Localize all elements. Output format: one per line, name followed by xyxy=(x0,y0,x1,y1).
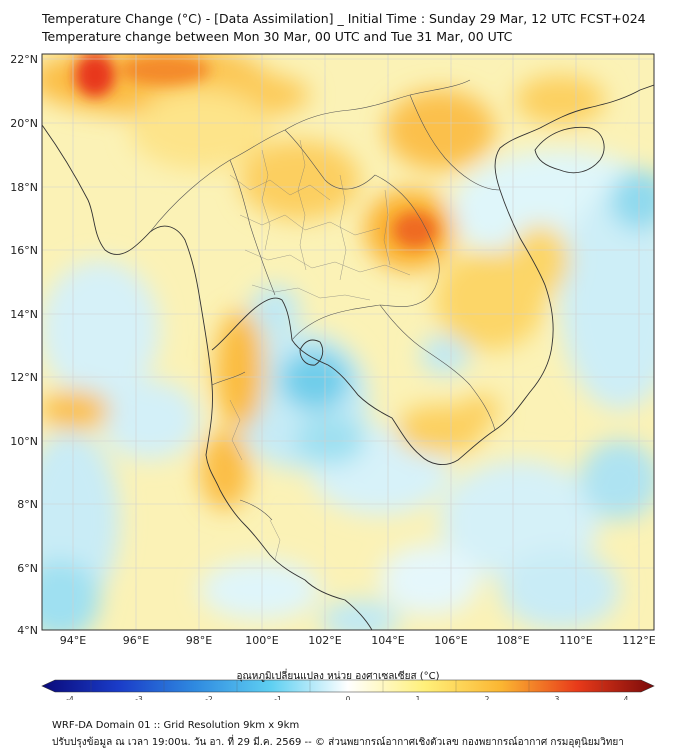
colorbar-tick: -3 xyxy=(135,695,143,700)
lon-tick-label: 100°E xyxy=(245,634,278,647)
lat-tick-label: 14°N xyxy=(10,308,38,321)
lon-tick-label: 96°E xyxy=(123,634,149,647)
footer-model-info: WRF-DA Domain 01 :: Grid Resolution 9km … xyxy=(52,720,300,731)
lon-tick-label: 102°E xyxy=(308,634,341,647)
lon-tick-label: 104°E xyxy=(371,634,404,647)
colorbar-tick: -4 xyxy=(66,695,74,700)
colorbar-tick: 3 xyxy=(555,695,560,700)
lon-tick-label: 106°E xyxy=(434,634,467,647)
colorbar-label: อุณหภูมิเปลี่ยนแปลง หน่วย องศาเซลเซียส (… xyxy=(236,671,440,682)
colorbar-tick: 2 xyxy=(485,695,490,700)
lon-axis: 94°E 96°E 98°E 100°E 102°E 104°E 106°E 1… xyxy=(60,634,656,647)
province-borders xyxy=(229,139,411,561)
lat-tick-label: 6°N xyxy=(17,562,38,575)
colorbar-tick: 0 xyxy=(346,695,351,700)
map-subtitle: Temperature change between Mon 30 Mar, 0… xyxy=(42,29,513,44)
lat-tick-label: 12°N xyxy=(10,371,38,384)
lat-tick-label: 22°N xyxy=(10,53,38,66)
lon-tick-label: 94°E xyxy=(60,634,86,647)
colorbar-tick: 4 xyxy=(624,695,629,700)
map-title: Temperature Change (°C) - [Data Assimila… xyxy=(42,11,646,26)
colorbar-tick: 1 xyxy=(416,695,421,700)
lat-tick-label: 4°N xyxy=(17,624,38,637)
lon-tick-label: 110°E xyxy=(559,634,592,647)
footer-credits: ปรับปรุงข้อมูล ณ เวลา 19:00น. วัน อา. ที… xyxy=(52,737,624,748)
lat-tick-label: 20°N xyxy=(10,117,38,130)
lat-tick-label: 16°N xyxy=(10,244,38,257)
lat-axis: 22°N 20°N 18°N 16°N 14°N 12°N 10°N 8°N 6… xyxy=(10,53,38,637)
lat-tick-label: 18°N xyxy=(10,181,38,194)
colorbar-tick: -1 xyxy=(274,695,282,700)
plot-frame xyxy=(41,53,655,631)
colorbar: -4 -3 -2 -1 0 1 2 3 4 xyxy=(41,679,655,700)
country-borders xyxy=(149,79,501,521)
temperature-map: 22°N 20°N 18°N 16°N 14°N 12°N 10°N 8°N 6… xyxy=(10,53,656,700)
temperature-field xyxy=(42,54,654,630)
lon-tick-label: 98°E xyxy=(186,634,212,647)
lat-tick-label: 8°N xyxy=(17,498,38,511)
colorbar-tick: -2 xyxy=(205,695,213,700)
lon-tick-label: 108°E xyxy=(496,634,529,647)
lon-tick-label: 112°E xyxy=(622,634,655,647)
lat-tick-label: 10°N xyxy=(10,435,38,448)
